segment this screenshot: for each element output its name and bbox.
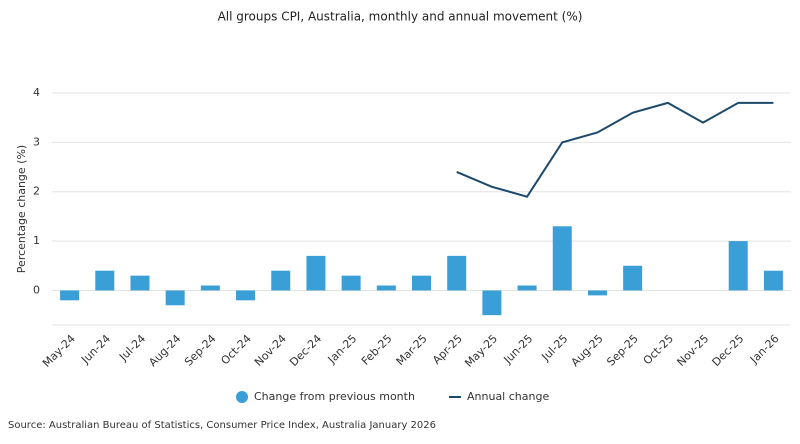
- bar: [130, 275, 150, 291]
- y-axis-title: Percentage change (%): [15, 145, 28, 273]
- legend-marker: [236, 391, 248, 403]
- y-tick-label: 1: [33, 234, 40, 247]
- x-tick-label: Feb-25: [359, 332, 395, 368]
- y-tick-label: 2: [33, 185, 40, 198]
- source-note: Source: Australian Bureau of Statistics,…: [8, 420, 436, 431]
- x-tick-label: Oct-24: [218, 332, 253, 367]
- x-tick-label: Nov-25: [674, 332, 711, 369]
- x-tick-label: May-25: [462, 332, 500, 370]
- x-tick-label: Aug-25: [569, 332, 606, 369]
- bar: [728, 241, 748, 291]
- bar: [517, 285, 537, 291]
- x-tick-label: May-24: [40, 332, 78, 370]
- bar: [447, 255, 467, 291]
- bar: [552, 226, 572, 291]
- x-tick-label: Sep-24: [182, 332, 219, 369]
- x-tick-label: Sep-25: [604, 332, 641, 369]
- x-tick-label: Aug-24: [146, 332, 183, 369]
- bar: [95, 270, 115, 291]
- x-tick-label: Jan-26: [747, 332, 782, 367]
- bar: [341, 275, 361, 291]
- x-tick-label: Dec-24: [287, 332, 324, 369]
- bar: [623, 265, 643, 291]
- x-tick-label: Jan-25: [325, 332, 360, 367]
- bar: [411, 275, 432, 291]
- x-tick-label: Dec-25: [709, 332, 746, 369]
- bar: [60, 290, 80, 301]
- bar: [763, 270, 783, 291]
- bar: [236, 290, 256, 301]
- x-tick-label: Jun-25: [501, 332, 536, 367]
- line: [456, 101, 774, 198]
- bar: [200, 285, 220, 291]
- bar: [165, 290, 185, 306]
- x-tick-label: Apr-25: [430, 332, 465, 367]
- y-tick-label: 0: [33, 283, 40, 296]
- bar: [271, 270, 291, 291]
- bar: [376, 285, 396, 291]
- x-tick-label: Oct-25: [641, 332, 676, 367]
- bar: [306, 255, 326, 291]
- bar: [587, 290, 607, 296]
- legend-label: Change from previous month: [254, 390, 415, 403]
- y-tick-label: 4: [33, 86, 40, 99]
- legend-label: Annual change: [467, 390, 549, 403]
- x-tick-label: Jun-24: [78, 332, 113, 367]
- chart-title: All groups CPI, Australia, monthly and a…: [218, 10, 583, 24]
- x-tick-label: Jul-25: [539, 332, 571, 364]
- y-tick-label: 3: [33, 135, 40, 148]
- x-tick-label: Mar-25: [394, 332, 430, 368]
- x-tick-label: Nov-24: [252, 332, 289, 369]
- x-tick-label: Jul-24: [116, 332, 148, 364]
- bar: [482, 290, 502, 316]
